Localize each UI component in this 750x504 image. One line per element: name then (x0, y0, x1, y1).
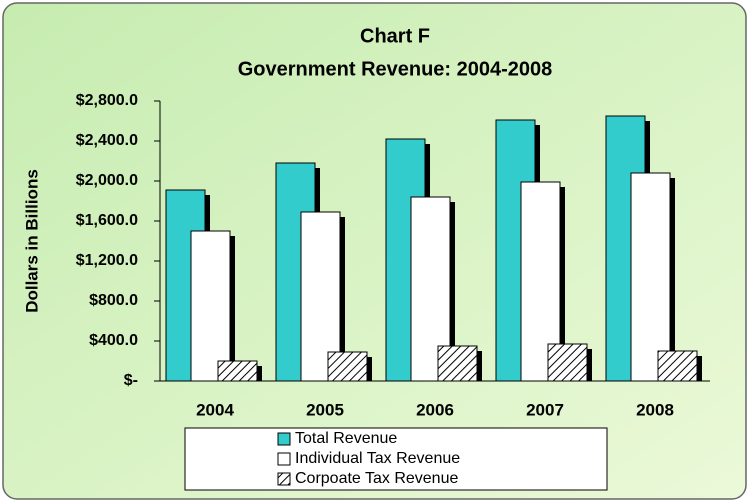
y-tick-label: $2,400.0 (76, 132, 138, 149)
y-tick-label: $800.0 (89, 292, 138, 309)
y-axis-label: Dollars in Billions (22, 169, 41, 313)
legend-swatch (277, 472, 291, 486)
x-tick-label: 2004 (196, 400, 234, 419)
y-tick-label: $- (124, 372, 138, 389)
legend-label: Corpoate Tax Revenue (295, 470, 458, 487)
chart-title: Chart F (360, 25, 430, 47)
legend-label: Total Revenue (295, 430, 397, 447)
legend (184, 427, 608, 491)
chart-subtitle: Government Revenue: 2004-2008 (238, 58, 553, 80)
y-tick-label: $1,600.0 (76, 212, 138, 229)
bar (657, 350, 698, 382)
bar (190, 230, 231, 382)
bar (547, 343, 588, 382)
bar (520, 181, 561, 382)
legend-swatch (277, 432, 291, 446)
bar (630, 172, 671, 382)
y-tick-label: $400.0 (89, 332, 138, 349)
y-tick-label: $2,800.0 (76, 92, 138, 109)
y-tick-label: $2,000.0 (76, 172, 138, 189)
bar (300, 211, 341, 382)
bar (327, 351, 368, 382)
x-tick-label: 2008 (636, 400, 674, 419)
legend-swatch (277, 452, 291, 466)
bar (437, 345, 478, 382)
x-tick-label: 2005 (306, 400, 344, 419)
bar (217, 360, 258, 382)
y-tick-label: $1,200.0 (76, 252, 138, 269)
legend-label: Individual Tax Revenue (295, 450, 460, 467)
x-tick-label: 2007 (526, 400, 564, 419)
x-tick-label: 2006 (416, 400, 454, 419)
